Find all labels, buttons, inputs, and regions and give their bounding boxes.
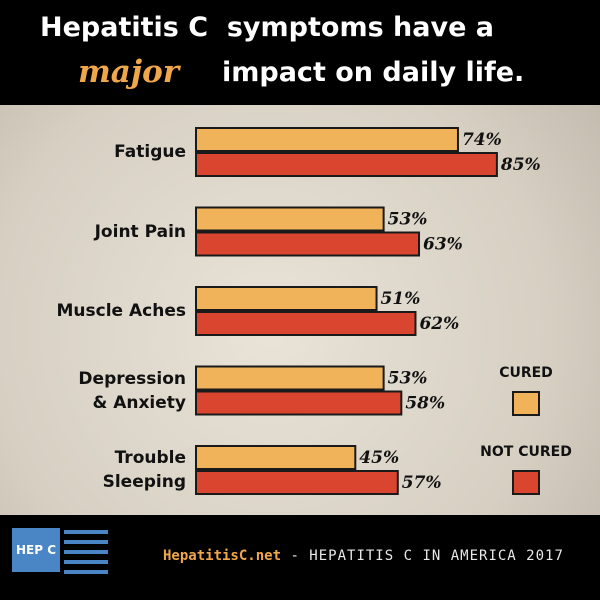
category-label: Muscle Aches — [56, 301, 186, 321]
bar — [195, 311, 417, 336]
bar — [195, 206, 385, 232]
value-label: 51% — [381, 289, 421, 309]
bar — [195, 231, 421, 257]
title-line: impact on daily life. — [222, 57, 525, 88]
footer — [0, 515, 600, 600]
title-line: Hepatitis C symptoms have a — [40, 12, 495, 43]
header: Hepatitis C symptoms have a major impact… — [0, 0, 600, 105]
footer-source: - HEPATITIS C IN AMERICA 2017 — [281, 548, 564, 564]
value-label: 53% — [388, 210, 428, 230]
bar — [195, 470, 399, 495]
bar — [195, 365, 385, 391]
category-label: Depression & Anxiety — [78, 368, 186, 413]
legend-label: NOT CURED — [480, 444, 572, 460]
legend-label: CURED — [499, 365, 553, 381]
category-label: Joint Pain — [94, 221, 186, 242]
footer-text: HepatitisC.net - HEPATITIS C IN AMERICA … — [163, 548, 564, 564]
legend-swatch — [512, 391, 540, 416]
value-label: 74% — [462, 130, 502, 150]
title-emphasis: major — [78, 54, 180, 90]
logo-stripe — [64, 530, 108, 534]
category-label: Fatigue — [114, 142, 186, 162]
bar — [195, 445, 357, 470]
footer-site: HepatitisC.net — [163, 548, 282, 564]
logo-stripe — [64, 570, 108, 574]
value-label: 63% — [423, 235, 463, 255]
value-label: 62% — [419, 314, 459, 334]
value-label: 45% — [359, 448, 399, 468]
value-label: 58% — [405, 394, 445, 414]
bar — [195, 127, 459, 152]
bar — [195, 390, 403, 416]
bar — [195, 152, 498, 177]
legend-swatch — [512, 470, 540, 495]
value-label: 85% — [500, 155, 541, 175]
logo: HEP C — [12, 528, 60, 572]
bar — [195, 286, 378, 311]
logo-stripe — [64, 560, 108, 564]
value-label: 53% — [388, 369, 428, 389]
logo-stripe — [64, 540, 108, 544]
category-label: Trouble Sleeping — [102, 448, 186, 492]
value-label: 57% — [402, 473, 442, 493]
logo-stripe — [64, 550, 108, 554]
